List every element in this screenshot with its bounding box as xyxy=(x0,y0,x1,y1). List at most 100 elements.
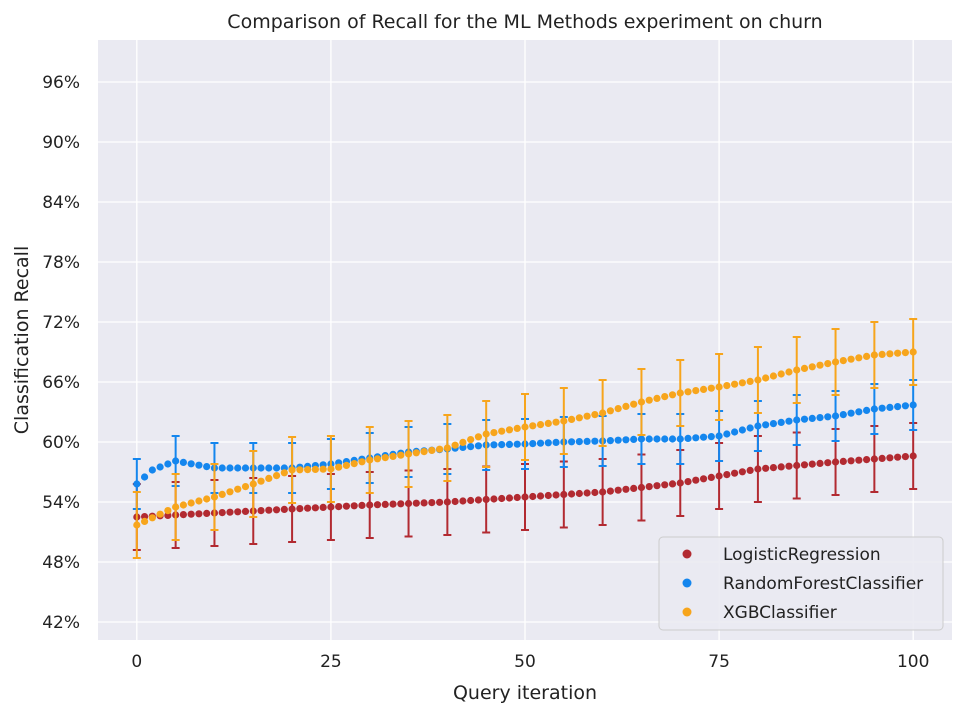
data-point xyxy=(824,459,832,467)
data-point xyxy=(614,405,622,413)
data-point xyxy=(327,503,335,511)
data-point xyxy=(793,366,801,374)
tick-labels: 42% 48% 54% 60% 66% 72% 78% 84% 90% 96% 0 25 50 75 100 xyxy=(42,73,929,672)
x-axis-label: Query iteration xyxy=(453,682,597,704)
data-point xyxy=(436,445,444,453)
data-point xyxy=(389,452,397,460)
data-point xyxy=(280,505,288,513)
data-point xyxy=(793,416,801,424)
data-point xyxy=(195,461,203,469)
data-point xyxy=(668,480,677,488)
data-point xyxy=(172,503,180,511)
data-point xyxy=(451,497,459,506)
legend-label: RandomForestClassifier xyxy=(723,574,923,594)
data-point xyxy=(397,451,405,459)
data-point xyxy=(816,414,824,422)
data-point xyxy=(707,433,715,441)
data-point xyxy=(552,418,560,426)
legend-label: XGBClassifier xyxy=(723,603,837,623)
data-point xyxy=(459,438,467,446)
data-point xyxy=(606,437,615,445)
data-point xyxy=(715,472,723,480)
data-point xyxy=(731,380,739,388)
data-point xyxy=(793,461,801,470)
data-point xyxy=(614,486,622,494)
data-point xyxy=(800,364,809,372)
x-tick-label: 25 xyxy=(320,652,342,672)
data-point xyxy=(249,480,257,488)
data-point xyxy=(513,493,521,502)
data-point xyxy=(544,439,552,447)
data-point xyxy=(164,507,172,515)
data-point xyxy=(622,485,630,493)
data-point xyxy=(420,448,428,456)
data-point xyxy=(870,455,878,463)
data-point xyxy=(187,499,195,507)
data-point xyxy=(746,424,754,432)
data-point xyxy=(847,457,855,465)
data-point xyxy=(428,446,436,454)
data-point xyxy=(342,502,351,510)
data-point xyxy=(218,464,226,472)
data-point xyxy=(591,488,599,497)
data-point xyxy=(288,505,296,513)
y-tick-label: 78% xyxy=(42,253,80,273)
data-point xyxy=(661,435,669,443)
data-point xyxy=(630,400,638,408)
data-point xyxy=(140,473,149,481)
data-point xyxy=(226,488,234,496)
data-point xyxy=(319,503,327,511)
data-point xyxy=(226,508,234,516)
data-point xyxy=(762,464,770,472)
data-point xyxy=(831,458,840,466)
data-point xyxy=(863,406,871,414)
data-point xyxy=(785,417,793,425)
data-point xyxy=(265,464,273,472)
data-point xyxy=(140,517,149,526)
data-point xyxy=(498,441,506,449)
data-point xyxy=(855,408,863,416)
data-point xyxy=(645,435,653,443)
data-point xyxy=(536,492,545,500)
data-point xyxy=(606,487,615,495)
data-point xyxy=(474,496,483,504)
data-point xyxy=(692,476,700,484)
chart-title: Comparison of Recall for the ML Methods … xyxy=(227,11,822,33)
data-point xyxy=(241,507,250,515)
data-point xyxy=(327,465,335,473)
data-point xyxy=(296,466,304,474)
data-point xyxy=(195,497,203,505)
data-point xyxy=(482,495,490,504)
data-point xyxy=(133,521,141,529)
data-point xyxy=(467,496,475,505)
data-point xyxy=(901,402,910,410)
data-point xyxy=(544,491,552,500)
y-tick-label: 90% xyxy=(42,133,80,153)
data-point xyxy=(878,350,886,358)
data-point xyxy=(335,503,343,511)
data-point xyxy=(614,436,622,444)
data-point xyxy=(505,426,514,434)
data-point xyxy=(552,491,560,499)
data-point xyxy=(311,504,319,512)
data-point xyxy=(536,439,545,447)
data-point xyxy=(684,388,692,396)
data-point xyxy=(591,437,599,445)
data-point xyxy=(731,469,739,477)
data-point xyxy=(839,411,847,419)
data-point xyxy=(366,456,374,464)
data-point xyxy=(575,414,583,422)
data-point xyxy=(637,435,646,443)
data-point xyxy=(785,462,793,470)
data-point xyxy=(203,463,211,471)
legend: LogisticRegression RandomForestClassifier… xyxy=(658,536,944,631)
data-point xyxy=(389,500,397,508)
data-point xyxy=(723,382,731,390)
data-point xyxy=(731,428,739,436)
data-point xyxy=(459,443,467,451)
data-point xyxy=(451,441,459,449)
data-point xyxy=(684,478,692,486)
data-point xyxy=(428,499,436,507)
series-XGBClassifier xyxy=(132,318,918,559)
data-point xyxy=(645,483,653,491)
